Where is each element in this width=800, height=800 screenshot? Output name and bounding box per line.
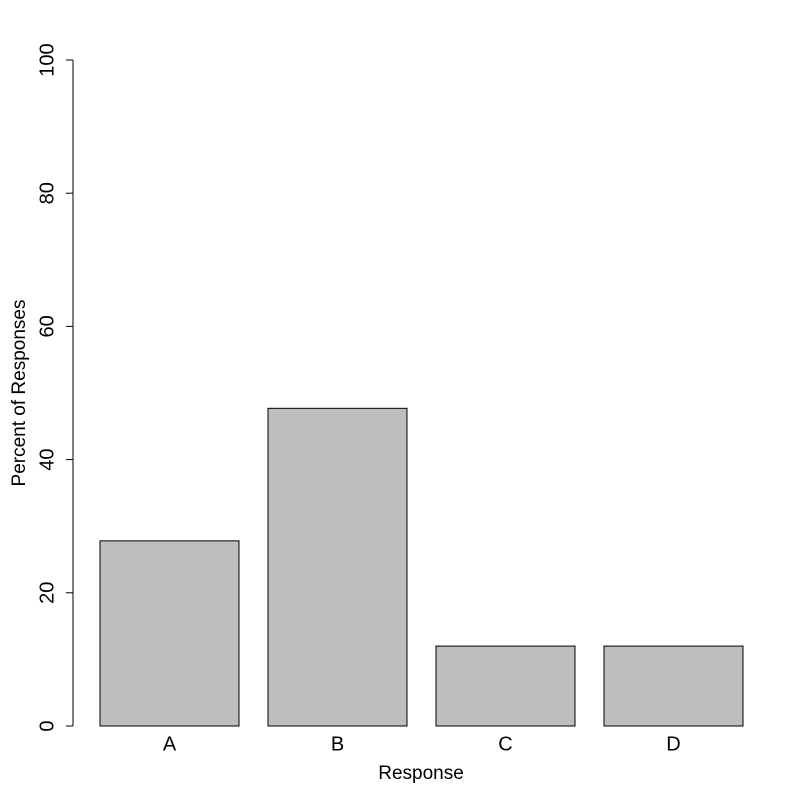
y-tick-label: 80 — [36, 182, 58, 204]
bar — [435, 645, 576, 727]
y-tick-label: 0 — [36, 720, 58, 731]
bar — [603, 645, 744, 727]
y-axis-title: Percent of Responses — [9, 300, 30, 487]
x-axis-title: Response — [378, 763, 464, 784]
y-tick-label: 40 — [36, 448, 58, 470]
x-tick-label: A — [163, 733, 177, 755]
x-tick-label: D — [666, 733, 680, 755]
y-tick-label: 60 — [36, 315, 58, 337]
x-tick-label: C — [498, 733, 512, 755]
bar — [99, 540, 240, 727]
y-tick-label: 100 — [36, 43, 58, 76]
bar — [267, 407, 408, 727]
x-tick-label: B — [331, 733, 344, 755]
y-tick-label: 20 — [36, 582, 58, 604]
